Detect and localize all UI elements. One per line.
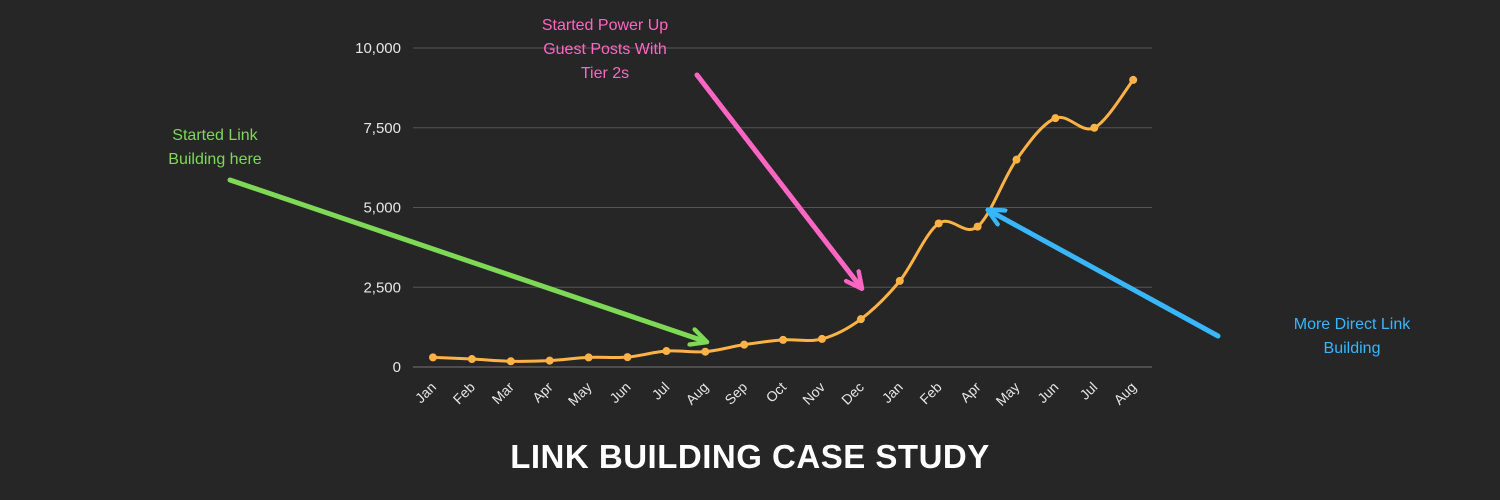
data-point [779, 335, 788, 344]
x-tick-label: Feb [916, 379, 945, 408]
data-point [1012, 155, 1021, 164]
annotation-line: Building [1323, 340, 1381, 357]
annotation-arrows [227, 72, 1221, 341]
data-point [934, 219, 943, 228]
x-tick-label: Jun [1034, 379, 1061, 406]
annotation-more-direct-link-building: More Direct Link Building [1262, 313, 1442, 361]
data-point [662, 347, 671, 356]
x-tick-label: Feb [450, 379, 479, 408]
x-tick-label: Aug [682, 379, 711, 408]
x-tick-label: Jul [1076, 379, 1100, 403]
annotation-line: Tier 2s [580, 65, 630, 82]
annotation-started-link-building: Started Link Building here [140, 124, 290, 172]
y-tick-label: 5,000 [363, 200, 401, 217]
x-tick-label: Apr [529, 379, 556, 406]
series-traffic [429, 75, 1138, 366]
x-tick-label: Jul [649, 379, 673, 403]
data-point [895, 276, 904, 285]
gridlines [413, 47, 1152, 368]
y-tick-label: 2,500 [363, 279, 401, 296]
annotation-arrow [227, 177, 705, 341]
annotation-power-up-guest-posts: Started Power Up Guest Posts With Tier 2… [505, 14, 705, 86]
chart-title: LINK BUILDING CASE STUDY [510, 438, 990, 475]
x-tick-label: Apr [957, 379, 984, 406]
data-point [545, 356, 554, 365]
x-tick-label: Nov [799, 379, 828, 408]
annotation-line: Started Link [172, 127, 258, 144]
annotation-arrow [694, 72, 861, 287]
data-point [740, 340, 749, 349]
annotation-line: Guest Posts With [543, 41, 667, 58]
data-point [701, 347, 710, 356]
y-tick-label: 10,000 [355, 40, 401, 57]
data-point [973, 222, 982, 231]
x-tick-label: May [993, 379, 1023, 409]
annotation-arrow [989, 211, 1221, 339]
x-tick-label: Dec [838, 379, 867, 408]
data-point [623, 353, 632, 362]
data-point [856, 315, 865, 324]
data-point [818, 334, 826, 343]
y-tick-label: 0 [393, 359, 401, 376]
x-axis-ticks: Jan Feb Mar Apr May Jun Jul Aug Sep Oct Nov Dec Jan F… [412, 379, 1139, 409]
x-tick-label: Jan [879, 379, 906, 406]
annotation-line: Building here [168, 151, 262, 168]
data-point [429, 353, 437, 362]
y-axis-ticks: 0 2,500 5,000 7,500 10,000 [355, 40, 401, 376]
data-point [506, 357, 515, 366]
data-point [584, 353, 593, 362]
x-tick-label: Sep [721, 379, 750, 408]
x-tick-label: Mar [489, 379, 518, 408]
data-point [1090, 123, 1099, 132]
x-tick-label: Oct [763, 379, 790, 406]
x-tick-label: Aug [1110, 379, 1139, 408]
data-point [1051, 114, 1060, 123]
data-point [1129, 75, 1138, 84]
x-tick-label: May [565, 379, 595, 409]
annotation-line: More Direct Link [1293, 316, 1411, 333]
annotation-line: Started Power Up [541, 17, 669, 34]
y-tick-label: 7,500 [363, 120, 401, 137]
data-point [467, 355, 476, 364]
x-tick-label: Jan [412, 379, 439, 406]
x-tick-label: Jun [606, 379, 633, 406]
series-line [431, 78, 1135, 363]
